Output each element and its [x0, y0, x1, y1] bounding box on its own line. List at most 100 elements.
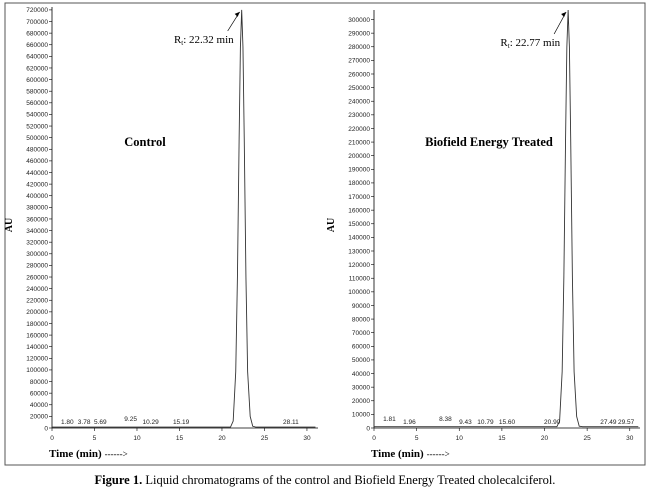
- rt-value: : 22.32 min: [183, 34, 234, 46]
- peak-label: 10.29: [142, 419, 159, 426]
- peak-label: 1.96: [403, 419, 416, 426]
- y-tick-label: 100000: [26, 367, 48, 374]
- x-axis-label: Time (min) ------>: [49, 448, 128, 460]
- rt-subscript: t: [181, 39, 183, 47]
- y-tick-label: 290000: [348, 30, 370, 37]
- retention-label: Rt: 22.32 min: [174, 34, 234, 47]
- y-tick-label: 150000: [348, 221, 370, 228]
- rt-value: : 22.77 min: [510, 37, 561, 49]
- y-tick-label: 180000: [348, 180, 370, 187]
- caption: Figure 1. Liquid chromatograms of the co…: [95, 473, 556, 487]
- y-tick-label: 240000: [348, 99, 370, 106]
- x-tick-label: 0: [50, 435, 54, 442]
- y-tick-label: 700000: [26, 19, 48, 26]
- x-tick-label: 15: [498, 435, 506, 442]
- y-tick-label: 280000: [348, 44, 370, 51]
- y-tick-label: 140000: [26, 344, 48, 351]
- x-tick-label: 5: [93, 435, 97, 442]
- y-tick-label: 130000: [348, 248, 370, 255]
- y-tick-label: 420000: [26, 181, 48, 188]
- y-tick-label: 210000: [348, 139, 370, 146]
- x-tick-label: 25: [584, 435, 592, 442]
- peak-label: 3.78: [78, 419, 91, 426]
- y-tick-label: 120000: [26, 356, 48, 363]
- peak-label: 29.57: [618, 419, 635, 426]
- y-tick-label: 620000: [26, 65, 48, 72]
- y-tick-label: 440000: [26, 170, 48, 177]
- x-tick-label: 20: [218, 435, 226, 442]
- y-tick-label: 600000: [26, 77, 48, 84]
- rt-symbol: R: [500, 37, 508, 49]
- y-tick-label: 300000: [26, 251, 48, 258]
- y-tick-label: 380000: [26, 205, 48, 212]
- caption-label: Figure 1.: [95, 473, 143, 487]
- peak-label: 15.60: [499, 419, 516, 426]
- y-axis-label: AU: [326, 218, 337, 232]
- peak-label: 5.69: [94, 419, 107, 426]
- y-tick-label: 680000: [26, 30, 48, 37]
- y-tick-label: 720000: [26, 7, 48, 14]
- y-tick-label: 90000: [352, 303, 370, 310]
- y-tick-label: 200000: [26, 309, 48, 316]
- y-tick-label: 240000: [26, 286, 48, 293]
- y-tick-label: 20000: [352, 398, 370, 405]
- y-tick-label: 480000: [26, 147, 48, 154]
- x-axis-title: Time (min): [49, 448, 102, 460]
- y-tick-label: 280000: [26, 263, 48, 270]
- caption-text: Liquid chromatograms of the control and …: [142, 473, 555, 487]
- y-tick-label: 120000: [348, 262, 370, 269]
- y-tick-label: 400000: [26, 193, 48, 200]
- y-tick-label: 160000: [26, 332, 48, 339]
- x-axis-label: Time (min) ------>: [371, 448, 450, 460]
- x-tick-label: 15: [176, 435, 184, 442]
- y-tick-label: 60000: [30, 390, 48, 397]
- x-tick-label: 20: [541, 435, 549, 442]
- peak-label: 8.38: [439, 416, 452, 423]
- x-tick-label: 30: [626, 435, 634, 442]
- x-tick-label: 10: [456, 435, 464, 442]
- y-tick-label: 520000: [26, 123, 48, 130]
- y-tick-label: 10000: [352, 412, 370, 419]
- x-tick-label: 30: [303, 435, 311, 442]
- y-tick-label: 50000: [352, 357, 370, 364]
- y-tick-label: 300000: [348, 17, 370, 24]
- y-tick-label: 160000: [348, 207, 370, 214]
- y-tick-label: 200000: [348, 153, 370, 160]
- y-tick-label: 260000: [26, 274, 48, 281]
- x-tick-label: 10: [133, 435, 141, 442]
- peak-label: 9.25: [124, 416, 137, 423]
- rt-symbol: R: [174, 34, 182, 46]
- y-tick-label: 110000: [349, 276, 371, 283]
- peak-label: 1.80: [61, 419, 74, 426]
- y-tick-label: 170000: [348, 194, 370, 201]
- y-tick-label: 580000: [26, 89, 48, 96]
- rt-arrowhead: [561, 12, 567, 17]
- sample-label: Control: [124, 135, 166, 149]
- y-tick-label: 100000: [348, 289, 370, 296]
- y-tick-label: 180000: [26, 321, 48, 328]
- peak-label: 1.81: [383, 416, 396, 423]
- y-tick-label: 260000: [348, 71, 370, 78]
- y-tick-label: 40000: [352, 371, 370, 378]
- rt-arrowhead: [234, 11, 240, 17]
- y-tick-label: 20000: [30, 414, 48, 421]
- y-tick-label: 560000: [26, 100, 48, 107]
- rt-subscript: t: [508, 42, 510, 50]
- x-tick-label: 5: [415, 435, 419, 442]
- y-tick-label: 30000: [352, 384, 370, 391]
- peak-label: 27.49: [600, 419, 617, 426]
- y-tick-label: 660000: [26, 42, 48, 49]
- x-axis-title: Time (min): [371, 448, 424, 460]
- y-tick-label: 220000: [26, 298, 48, 305]
- peak-label: 28.11: [283, 419, 299, 426]
- chromatogram-line: [374, 9, 639, 428]
- peak-label: 15.19: [173, 419, 190, 426]
- y-tick-label: 500000: [26, 135, 48, 142]
- peak-label: 10.79: [477, 419, 494, 426]
- y-tick-label: 40000: [30, 402, 48, 409]
- peak-label: 9.43: [459, 419, 472, 426]
- y-tick-label: 230000: [348, 112, 370, 119]
- figure-frame: [4, 2, 646, 466]
- y-tick-label: 70000: [352, 330, 370, 337]
